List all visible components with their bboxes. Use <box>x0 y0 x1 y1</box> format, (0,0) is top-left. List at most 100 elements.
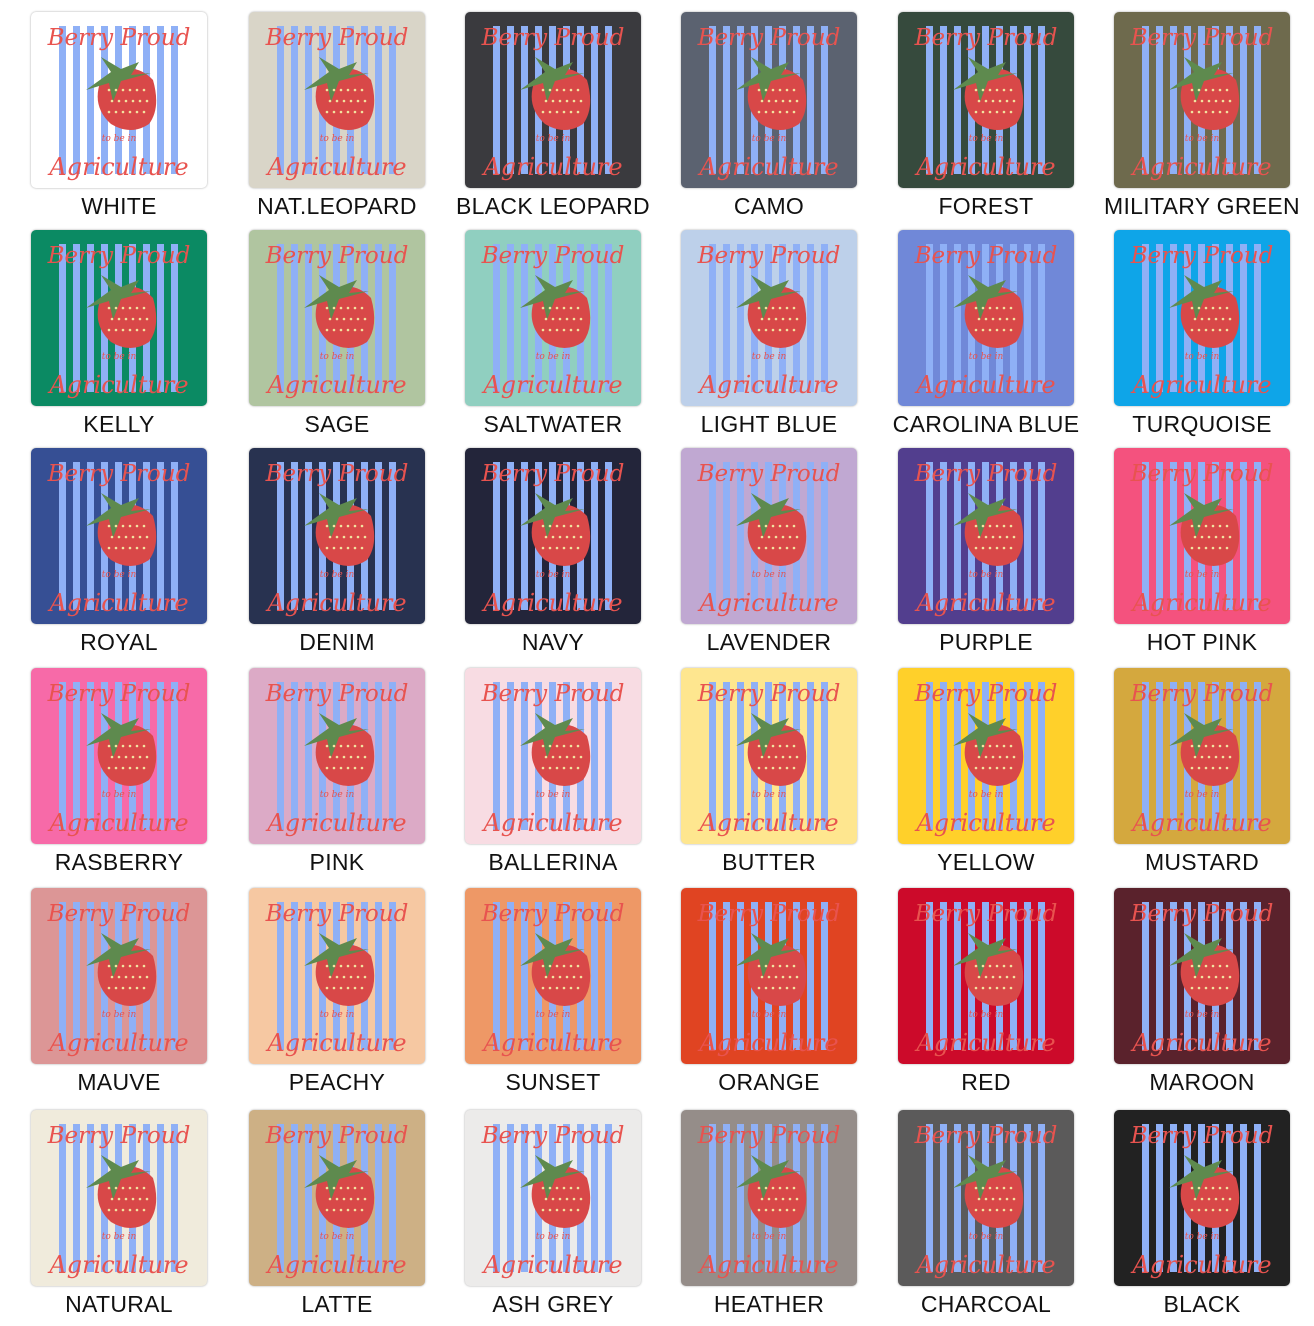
seed-dot <box>1197 766 1201 770</box>
color-swatch-image[interactable]: Berry Proud to be in Agriculture <box>465 448 641 624</box>
seed-dot <box>795 1197 799 1201</box>
swatch-label: RED <box>961 1069 1011 1095</box>
stripe <box>1240 244 1247 392</box>
swatch-item[interactable]: Berry Proud to be in Agriculture SUNSET <box>462 884 676 1102</box>
color-swatch-image[interactable]: Berry Proud to be in Agriculture <box>1114 1110 1290 1286</box>
seed-dot <box>339 1208 343 1212</box>
stripe <box>1254 462 1261 610</box>
swatch-item[interactable]: Berry Proud to be in Agriculture BALLERINA <box>462 664 676 882</box>
color-swatch-image[interactable]: Berry Proud to be in Agriculture <box>465 1110 641 1286</box>
color-swatch-image[interactable]: Berry Proud to be in Agriculture <box>681 12 857 188</box>
color-swatch-image[interactable]: Berry Proud to be in Agriculture <box>1114 668 1290 844</box>
color-swatch-image[interactable]: Berry Proud to be in Agriculture <box>31 230 207 406</box>
swatch-item[interactable]: Berry Proud to be in Agriculture MUSTARD <box>1111 664 1314 882</box>
color-swatch-image[interactable]: Berry Proud to be in Agriculture <box>249 448 425 624</box>
swatch-item[interactable]: Berry Proud to be in Agriculture FOREST <box>895 8 1109 226</box>
seed-dot <box>981 546 985 550</box>
color-swatch-image[interactable]: Berry Proud to be in Agriculture <box>465 888 641 1064</box>
seed-dot <box>107 1186 111 1190</box>
seed-dot <box>1012 317 1016 321</box>
color-swatch-image[interactable]: Berry Proud to be in Agriculture <box>681 448 857 624</box>
seed-dot <box>135 306 139 310</box>
color-swatch-image[interactable]: Berry Proud to be in Agriculture <box>898 1110 1074 1286</box>
color-swatch-image[interactable]: Berry Proud to be in Agriculture <box>465 230 641 406</box>
swatch-item[interactable]: Berry Proud to be in Agriculture RED <box>895 884 1109 1102</box>
swatch-item[interactable]: Berry Proud to be in Agriculture CAROLINA B… <box>893 226 1109 444</box>
swatch-item[interactable]: Berry Proud to be in Agriculture KELLY <box>28 226 242 444</box>
seed-dot <box>576 986 580 990</box>
color-swatch-image[interactable]: Berry Proud to be in Agriculture <box>898 12 1074 188</box>
color-swatch-image[interactable]: Berry Proud to be in Agriculture <box>31 448 207 624</box>
seed-dot <box>346 1186 350 1190</box>
color-swatch-image[interactable]: Berry Proud to be in Agriculture <box>31 668 207 844</box>
swatch-item[interactable]: Berry Proud to be in Agriculture ASH GREY <box>462 1106 676 1324</box>
color-swatch-image[interactable]: Berry Proud to be in Agriculture <box>898 230 1074 406</box>
seed-dot <box>135 964 139 968</box>
seed-dot <box>981 744 985 748</box>
color-swatch-image[interactable]: Berry Proud to be in Agriculture <box>1114 888 1290 1064</box>
swatch-item[interactable]: Berry Proud to be in Agriculture PINK <box>246 664 460 882</box>
swatch-item[interactable]: Berry Proud to be in Agriculture WHITE <box>28 8 242 226</box>
swatch-item[interactable]: Berry Proud to be in Agriculture BLACK <box>1111 1106 1314 1324</box>
swatch-item[interactable]: Berry Proud to be in Agriculture LAVENDER <box>678 444 892 662</box>
color-swatch-image[interactable]: Berry Proud to be in Agriculture <box>465 668 641 844</box>
swatch-item[interactable]: Berry Proud to be in Agriculture CHARCOAL <box>895 1106 1109 1324</box>
swatch-item[interactable]: Berry Proud to be in Agriculture NAT.LEOPAR… <box>246 8 460 226</box>
swatch-item[interactable]: Berry Proud to be in Agriculture YELLOW <box>895 664 1109 882</box>
color-swatch-image[interactable]: Berry Proud to be in Agriculture <box>1114 448 1290 624</box>
swatch-item[interactable]: Berry Proud to be in Agriculture TURQUOISE <box>1111 226 1314 444</box>
seed-dot <box>1002 744 1006 748</box>
swatch-item[interactable]: Berry Proud to be in Agriculture SALTWATER <box>462 226 676 444</box>
color-swatch-image[interactable]: Berry Proud to be in Agriculture <box>465 12 641 188</box>
color-swatch-image[interactable]: Berry Proud to be in Agriculture <box>31 1110 207 1286</box>
swatch-item[interactable]: Berry Proud to be in Agriculture HOT PINK <box>1111 444 1314 662</box>
color-swatch-image[interactable]: Berry Proud to be in Agriculture <box>249 668 425 844</box>
swatch-item[interactable]: Berry Proud to be in Agriculture NATURAL <box>28 1106 242 1324</box>
seed-dot <box>114 306 118 310</box>
color-swatch-image[interactable]: Berry Proud to be in Agriculture <box>249 230 425 406</box>
color-swatch-image[interactable]: Berry Proud to be in Agriculture <box>681 230 857 406</box>
design-title: Berry Proud <box>265 243 409 269</box>
seed-dot <box>788 317 792 321</box>
swatch-item[interactable]: Berry Proud to be in Agriculture CAMO <box>678 8 892 226</box>
color-swatch-image[interactable]: Berry Proud to be in Agriculture <box>1114 230 1290 406</box>
swatch-item[interactable]: Berry Proud to be in Agriculture MAUVE <box>28 884 242 1102</box>
seed-dot <box>1204 524 1208 528</box>
swatch-item[interactable]: Berry Proud to be in Agriculture PURPLE <box>895 444 1109 662</box>
seed-dot <box>995 964 999 968</box>
swatch-item[interactable]: Berry Proud to be in Agriculture MAROON <box>1111 884 1314 1102</box>
swatch-item[interactable]: Berry Proud to be in Agriculture DENIM <box>246 444 460 662</box>
swatch-label: LIGHT BLUE <box>700 411 838 437</box>
design-subtitle: to be in <box>536 570 571 580</box>
swatch-item[interactable]: Berry Proud to be in Agriculture SAGE <box>246 226 460 444</box>
color-swatch-image[interactable]: Berry Proud to be in Agriculture <box>31 888 207 1064</box>
design-subtitle: to be in <box>752 134 787 144</box>
seed-dot <box>562 1208 566 1212</box>
color-swatch-image[interactable]: Berry Proud to be in Agriculture <box>898 448 1074 624</box>
swatch-item[interactable]: Berry Proud to be in Agriculture ROYAL <box>28 444 242 662</box>
color-swatch-image[interactable]: Berry Proud to be in Agriculture <box>31 12 207 188</box>
swatch-item[interactable]: Berry Proud to be in Agriculture PEACHY <box>246 884 460 1102</box>
swatch-item[interactable]: Berry Proud to be in Agriculture RASBERRY <box>28 664 242 882</box>
seed-dot <box>1211 766 1215 770</box>
color-swatch-image[interactable]: Berry Proud to be in Agriculture <box>681 888 857 1064</box>
swatch-item[interactable]: Berry Proud to be in Agriculture LIGHT BLUE <box>678 226 892 444</box>
swatch-item[interactable]: Berry Proud to be in Agriculture ORANGE <box>678 884 892 1102</box>
swatch-item[interactable]: Berry Proud to be in Agriculture MILITARY G… <box>1104 8 1314 226</box>
swatch-item[interactable]: Berry Proud to be in Agriculture BUTTER <box>678 664 892 882</box>
swatch-item[interactable]: Berry Proud to be in Agriculture HEATHER <box>678 1106 892 1324</box>
color-swatch-image[interactable]: Berry Proud to be in Agriculture <box>249 1110 425 1286</box>
color-swatch-image[interactable]: Berry Proud to be in Agriculture <box>249 12 425 188</box>
swatch-item[interactable]: Berry Proud to be in Agriculture NAVY <box>462 444 676 662</box>
color-swatch-image[interactable]: Berry Proud to be in Agriculture <box>249 888 425 1064</box>
design-footer: Agriculture <box>47 809 188 837</box>
swatch-item[interactable]: Berry Proud to be in Agriculture BLACK LEOP… <box>456 8 676 226</box>
color-swatch-image[interactable]: Berry Proud to be in Agriculture <box>898 888 1074 1064</box>
stripe <box>305 26 312 174</box>
swatch-item[interactable]: Berry Proud to be in Agriculture LATTE <box>246 1106 460 1324</box>
seed-dot <box>562 110 566 114</box>
color-swatch-image[interactable]: Berry Proud to be in Agriculture <box>898 668 1074 844</box>
color-swatch-image[interactable]: Berry Proud to be in Agriculture <box>681 668 857 844</box>
color-swatch-image[interactable]: Berry Proud to be in Agriculture <box>1114 12 1290 188</box>
color-swatch-image[interactable]: Berry Proud to be in Agriculture <box>681 1110 857 1286</box>
